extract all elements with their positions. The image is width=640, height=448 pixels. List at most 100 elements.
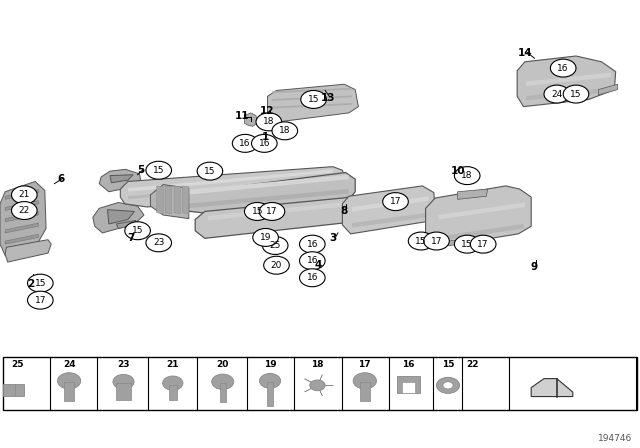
Text: 7: 7 <box>127 233 135 243</box>
Text: 19: 19 <box>264 361 276 370</box>
Polygon shape <box>186 175 349 195</box>
Circle shape <box>408 232 434 250</box>
Polygon shape <box>120 167 346 207</box>
Circle shape <box>301 90 326 108</box>
Polygon shape <box>458 189 488 199</box>
Text: 20: 20 <box>216 361 229 370</box>
Polygon shape <box>0 181 46 255</box>
Text: 16: 16 <box>307 240 318 249</box>
Circle shape <box>146 234 172 252</box>
Polygon shape <box>208 202 349 220</box>
Text: 15: 15 <box>442 361 454 370</box>
Polygon shape <box>157 186 163 214</box>
Polygon shape <box>5 240 51 262</box>
Polygon shape <box>5 201 38 211</box>
Polygon shape <box>531 379 573 396</box>
Polygon shape <box>317 375 323 385</box>
Polygon shape <box>128 169 333 192</box>
Circle shape <box>563 85 589 103</box>
Polygon shape <box>5 223 38 233</box>
Polygon shape <box>438 202 525 220</box>
Polygon shape <box>426 186 531 247</box>
Text: 11: 11 <box>235 111 249 121</box>
Text: 17: 17 <box>266 207 278 216</box>
Polygon shape <box>261 116 274 129</box>
Text: 25: 25 <box>269 241 281 250</box>
Circle shape <box>300 252 325 270</box>
Text: 10: 10 <box>451 166 465 176</box>
Polygon shape <box>352 213 428 228</box>
Circle shape <box>454 235 480 253</box>
Circle shape <box>28 291 53 309</box>
FancyBboxPatch shape <box>3 383 24 396</box>
Circle shape <box>353 373 376 389</box>
Text: 25: 25 <box>12 361 24 370</box>
Polygon shape <box>305 385 317 392</box>
Circle shape <box>383 193 408 211</box>
Bar <box>169 385 177 400</box>
Text: 16: 16 <box>259 139 270 148</box>
Circle shape <box>58 373 81 389</box>
Polygon shape <box>442 240 461 246</box>
Text: 17: 17 <box>477 240 489 249</box>
Text: 2: 2 <box>27 280 35 289</box>
Text: 18: 18 <box>263 117 275 126</box>
Polygon shape <box>99 169 141 192</box>
Text: 17: 17 <box>35 296 46 305</box>
Polygon shape <box>186 189 349 208</box>
Polygon shape <box>305 379 317 385</box>
Text: 22: 22 <box>19 206 30 215</box>
Circle shape <box>232 134 258 152</box>
Text: 19: 19 <box>260 233 271 242</box>
Text: 12: 12 <box>260 106 275 116</box>
Polygon shape <box>150 185 189 219</box>
Polygon shape <box>182 186 189 214</box>
Text: 194746: 194746 <box>598 434 632 443</box>
Text: 22: 22 <box>466 361 479 370</box>
Polygon shape <box>526 73 611 86</box>
Polygon shape <box>342 186 435 234</box>
Text: 6: 6 <box>57 174 65 184</box>
Circle shape <box>544 85 570 103</box>
Polygon shape <box>598 84 618 95</box>
Circle shape <box>212 374 234 389</box>
Polygon shape <box>176 172 355 216</box>
Text: 3: 3 <box>329 233 337 243</box>
Text: 15: 15 <box>570 90 582 99</box>
Text: 8: 8 <box>340 206 348 215</box>
FancyBboxPatch shape <box>3 357 637 410</box>
Text: 15: 15 <box>252 207 263 216</box>
Text: 15: 15 <box>204 167 216 176</box>
Circle shape <box>12 186 37 204</box>
Circle shape <box>253 228 278 246</box>
Circle shape <box>146 161 172 179</box>
Text: 16: 16 <box>557 64 569 73</box>
Polygon shape <box>352 196 429 211</box>
Polygon shape <box>108 210 134 224</box>
Text: 16: 16 <box>239 139 251 148</box>
Circle shape <box>163 376 183 390</box>
Bar <box>360 382 370 401</box>
Circle shape <box>310 380 325 391</box>
Polygon shape <box>268 84 358 122</box>
Polygon shape <box>128 177 333 199</box>
Text: 15: 15 <box>461 240 473 249</box>
Circle shape <box>470 235 496 253</box>
Circle shape <box>272 122 298 140</box>
Bar <box>267 382 273 405</box>
Polygon shape <box>272 88 352 93</box>
Circle shape <box>12 202 37 220</box>
Text: 15: 15 <box>132 226 143 235</box>
Polygon shape <box>5 190 38 199</box>
Circle shape <box>424 232 449 250</box>
Circle shape <box>256 113 282 131</box>
Polygon shape <box>116 220 136 228</box>
Text: 23: 23 <box>153 238 164 247</box>
Circle shape <box>197 162 223 180</box>
Polygon shape <box>195 196 355 238</box>
Polygon shape <box>93 202 144 233</box>
Text: 14: 14 <box>518 48 532 58</box>
Text: 15: 15 <box>35 279 46 288</box>
Circle shape <box>550 59 576 77</box>
Circle shape <box>113 375 134 389</box>
